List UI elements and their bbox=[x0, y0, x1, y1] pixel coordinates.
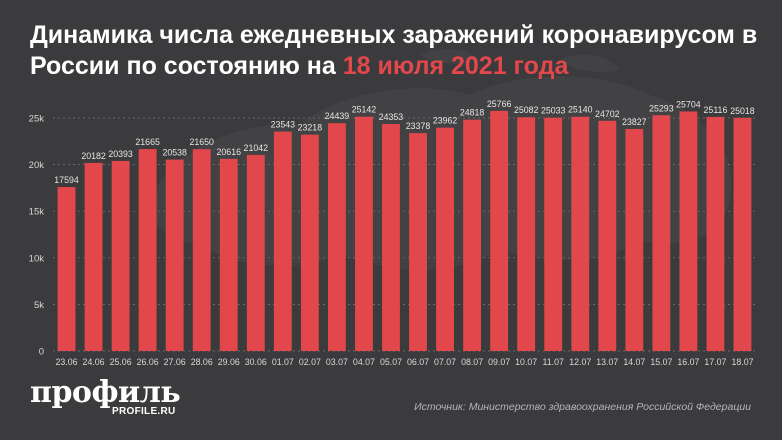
x-tick-label: 10.07 bbox=[515, 357, 537, 367]
x-tick-label: 01.07 bbox=[272, 357, 294, 367]
bar bbox=[598, 120, 617, 351]
x-tick-label: 09.07 bbox=[488, 357, 510, 367]
bar bbox=[300, 134, 319, 351]
bar bbox=[544, 117, 563, 351]
x-tick-label: 18.07 bbox=[731, 357, 753, 367]
x-tick-label: 28.06 bbox=[191, 357, 213, 367]
bar bbox=[706, 116, 725, 351]
data-label: 25033 bbox=[541, 106, 566, 116]
bar bbox=[571, 116, 590, 352]
data-label: 24818 bbox=[460, 108, 485, 118]
logo-wordmark: профиль bbox=[30, 375, 181, 410]
x-tick-label: 04.07 bbox=[353, 357, 375, 367]
title-date-accent: 18 июля 2021 года bbox=[342, 52, 569, 80]
x-tick-label: 11.07 bbox=[543, 357, 564, 367]
bar bbox=[219, 158, 238, 351]
logo-site: PROFILE.RU bbox=[112, 406, 176, 417]
data-label: 25082 bbox=[514, 105, 539, 115]
bar bbox=[165, 159, 184, 351]
data-label: 23543 bbox=[271, 120, 296, 130]
bar bbox=[490, 110, 509, 352]
data-label: 25293 bbox=[649, 103, 674, 113]
x-tick-label: 08.07 bbox=[461, 357, 483, 367]
bar bbox=[111, 160, 130, 351]
data-label: 25140 bbox=[568, 105, 593, 115]
x-tick-label: 26.06 bbox=[137, 357, 159, 367]
bar bbox=[409, 133, 427, 351]
y-tick-label: 15k bbox=[29, 207, 45, 218]
x-tick-label: 15.07 bbox=[650, 357, 672, 367]
bar bbox=[192, 149, 211, 351]
data-label: 21665 bbox=[135, 137, 160, 147]
y-tick-label: 10k bbox=[29, 253, 45, 264]
x-tick-label: 05.07 bbox=[380, 357, 402, 367]
title-main: Динамика числа ежедневных заражений коро… bbox=[30, 21, 758, 80]
data-label: 24439 bbox=[325, 111, 350, 121]
bar bbox=[84, 162, 103, 351]
x-tick-label: 12.07 bbox=[569, 357, 591, 367]
x-tick-label: 29.06 bbox=[218, 357, 240, 367]
bar bbox=[463, 119, 482, 351]
data-label: 25704 bbox=[676, 99, 701, 109]
data-label: 20538 bbox=[162, 148, 187, 158]
profile-logo[interactable]: профиль PROFILE.RU bbox=[30, 375, 181, 418]
x-tick-label: 23.06 bbox=[56, 357, 78, 367]
x-tick-label: 16.07 bbox=[677, 357, 699, 367]
data-label: 21650 bbox=[189, 137, 214, 147]
bar bbox=[625, 128, 644, 351]
data-label: 24353 bbox=[379, 112, 404, 122]
x-tick-label: 27.06 bbox=[164, 357, 186, 367]
data-label: 21042 bbox=[244, 143, 269, 153]
source-note: Источник: Министерство здравоохранения Р… bbox=[414, 401, 751, 413]
chart-title: Динамика числа ежедневных заражений коро… bbox=[30, 20, 770, 82]
y-tick-label: 0 bbox=[39, 347, 44, 358]
data-label: 20393 bbox=[108, 149, 133, 159]
bar bbox=[138, 149, 157, 351]
bar bbox=[246, 154, 265, 351]
bar bbox=[327, 123, 346, 352]
y-tick-label: 20k bbox=[29, 160, 45, 171]
x-tick-label: 25.06 bbox=[110, 357, 132, 367]
data-label: 20182 bbox=[81, 151, 106, 161]
x-tick-label: 30.06 bbox=[245, 357, 267, 367]
x-tick-label: 17.07 bbox=[704, 357, 726, 367]
bar bbox=[652, 115, 671, 351]
bar bbox=[733, 117, 752, 351]
data-label: 25018 bbox=[730, 106, 755, 116]
x-tick-label: 06.07 bbox=[407, 357, 429, 367]
data-label: 20616 bbox=[217, 147, 242, 157]
bar bbox=[355, 116, 373, 351]
data-label: 23827 bbox=[622, 117, 647, 127]
x-tick-label: 24.06 bbox=[83, 357, 105, 367]
bar bbox=[57, 187, 76, 351]
x-tick-label: 07.07 bbox=[434, 357, 456, 367]
data-label: 25766 bbox=[487, 99, 512, 109]
y-tick-label: 25k bbox=[29, 114, 45, 125]
bar bbox=[382, 124, 400, 352]
bar bbox=[436, 127, 454, 351]
x-tick-label: 13.07 bbox=[596, 357, 618, 367]
data-label: 23962 bbox=[433, 116, 458, 126]
x-tick-label: 03.07 bbox=[326, 357, 348, 367]
x-tick-label: 14.07 bbox=[623, 357, 645, 367]
bar bbox=[517, 117, 536, 351]
data-label: 23378 bbox=[406, 121, 431, 131]
bar bbox=[679, 111, 698, 351]
data-label: 24702 bbox=[595, 109, 620, 119]
data-label: 25142 bbox=[352, 105, 377, 115]
bar bbox=[273, 131, 292, 351]
y-tick-label: 5k bbox=[34, 300, 44, 311]
data-label: 23218 bbox=[298, 123, 323, 133]
x-tick-label: 02.07 bbox=[299, 357, 321, 367]
data-label: 25116 bbox=[704, 105, 728, 115]
data-label: 17594 bbox=[54, 175, 79, 185]
